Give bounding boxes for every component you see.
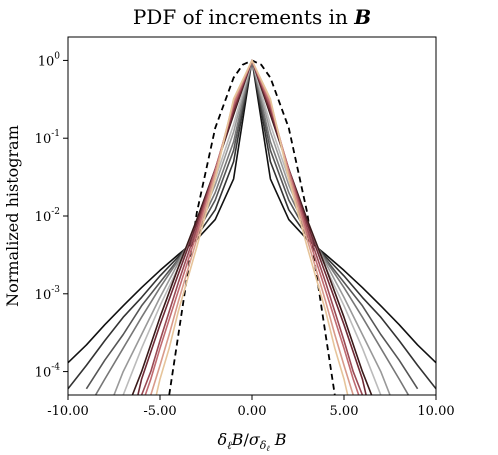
y-tick-label: 100: [38, 51, 61, 69]
series-line-8: [137, 59, 367, 395]
series-line-5: [113, 59, 391, 395]
series-line-9: [140, 59, 364, 395]
chart-title-symbol: B: [353, 5, 371, 29]
y-tick-label: 10-1: [35, 129, 60, 147]
x-tick-label: 5.00: [330, 404, 359, 419]
series-line-7: [131, 59, 373, 395]
y-ticks: 100 10-1 10-2 10-3 10-4: [35, 51, 68, 381]
series-line-3: [85, 59, 419, 390]
x-tick-label: 10.00: [417, 404, 454, 419]
plot-frame: [67, 36, 437, 396]
x-axis-label: δℓB/σδℓ B: [217, 430, 286, 453]
chart-title: PDF of increments in B: [133, 5, 371, 29]
y-tick-label: 10-4: [35, 363, 61, 381]
y-tick-label: 10-2: [35, 207, 60, 225]
x-tick-label: -5.00: [143, 404, 176, 419]
chart-title-text: PDF of increments in: [133, 5, 354, 29]
x-ticks: -10.00 -5.00 0.00 5.00 10.00: [47, 395, 455, 419]
series-line-2: [68, 59, 436, 390]
series-line-12: [155, 59, 349, 395]
y-axis-label: Normalized histogram: [3, 125, 22, 307]
y-tick-label: 10-3: [35, 285, 61, 303]
plot-area: -10.00 -5.00 0.00 5.00 10.00 100 10-1 10-2 10-3…: [35, 36, 455, 419]
x-tick-label: 0.00: [238, 404, 267, 419]
x-tick-label: -10.00: [47, 404, 89, 419]
series-layer: [68, 59, 436, 395]
series-line-11: [150, 59, 354, 395]
